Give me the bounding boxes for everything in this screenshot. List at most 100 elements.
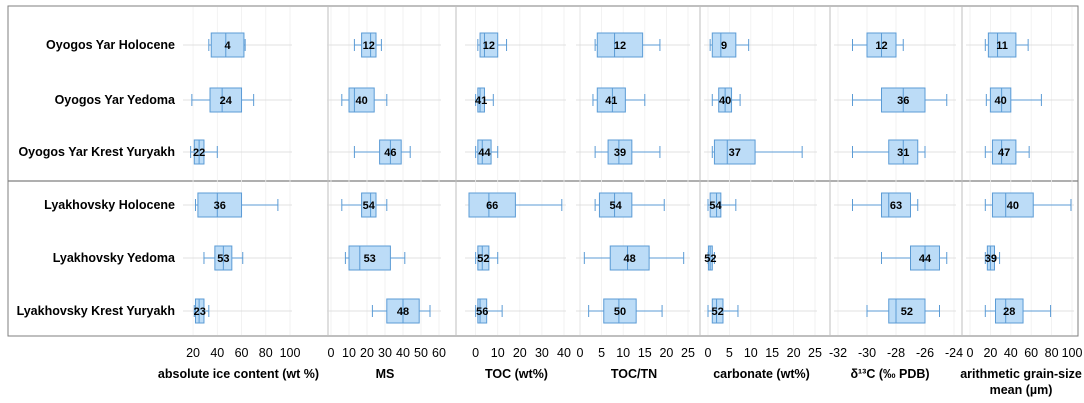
row-label: Lyakhovsky Holocene xyxy=(44,198,175,212)
box-plot-3: 31 xyxy=(852,139,926,165)
box-iqr xyxy=(348,245,391,271)
box-iqr xyxy=(603,298,637,324)
box-plot-2: 40 xyxy=(711,87,741,113)
x-axis-label: δ¹³C (‰ PDB) xyxy=(850,367,929,381)
panel-5: 9 40 37 54 52 52 0 5 10 15 20 25 carbonate (wt%) xyxy=(704,7,822,381)
tick-label: 20 xyxy=(787,346,801,360)
sample-count-label: 31 xyxy=(897,147,909,159)
box-plot-4: 66 xyxy=(468,192,563,218)
box-plot-4: 54 xyxy=(594,192,665,218)
sample-count-label: 28 xyxy=(1003,306,1015,318)
sample-count-label: 40 xyxy=(1007,200,1019,212)
tick-label: 50 xyxy=(414,346,428,360)
tick-label: 0 xyxy=(967,346,974,360)
tick-label: 10 xyxy=(616,346,630,360)
sample-count-label: 23 xyxy=(194,306,206,318)
tick-label: -28 xyxy=(887,346,905,360)
sample-count-label: 12 xyxy=(363,40,375,52)
row-label: Oyogos Yar Yedoma xyxy=(55,93,176,107)
sample-count-label: 47 xyxy=(998,147,1010,159)
box-plot-5: 52 xyxy=(475,245,499,271)
sample-count-label: 4 xyxy=(225,40,232,52)
box-plot-1: 9 xyxy=(709,32,750,58)
row-label: Oyogos Yar Krest Yuryakh xyxy=(18,145,175,159)
tick-label: 40 xyxy=(210,346,224,360)
box-iqr xyxy=(995,298,1024,324)
box-plot-2: 40 xyxy=(985,87,1042,113)
box-iqr xyxy=(477,298,488,324)
sample-count-label: 52 xyxy=(704,253,716,265)
box-plot-5: 53 xyxy=(344,245,406,271)
box-plot-2: 41 xyxy=(592,87,646,113)
box-plot-5: 52 xyxy=(704,245,716,271)
box-plot-6: 23 xyxy=(194,298,210,324)
tick-label: 30 xyxy=(535,346,549,360)
box-plot-6: 52 xyxy=(866,298,940,324)
sample-count-label: 40 xyxy=(355,95,367,107)
sample-count-label: 39 xyxy=(985,253,997,265)
sample-count-label: 40 xyxy=(994,95,1006,107)
figure-frame xyxy=(7,5,1079,337)
tick-label: 60 xyxy=(235,346,249,360)
sample-count-label: 41 xyxy=(605,95,617,107)
panel-6: 12 36 31 63 44 52 -32 -30 -28 -26 -24 δ¹³C (‰ PDB) xyxy=(829,7,963,381)
box-iqr xyxy=(468,192,516,218)
box-iqr xyxy=(711,298,724,324)
box-iqr xyxy=(991,139,1017,165)
tick-label: 20 xyxy=(659,346,673,360)
row-label: Oyogos Yar Holocene xyxy=(46,38,175,52)
box-plot-4: 63 xyxy=(852,192,919,218)
panel-3: 12 41 44 66 52 56 0 10 20 30 40 TOC (wt%) xyxy=(465,7,571,381)
box-iqr xyxy=(609,245,650,271)
sample-count-label: 39 xyxy=(614,147,626,159)
box-plot-2: 36 xyxy=(852,87,948,113)
panel-1: 4 24 22 36 53 23 20 40 60 80 100 absolute ice conte… xyxy=(158,7,319,381)
sample-count-label: 36 xyxy=(214,200,226,212)
tick-label: -32 xyxy=(829,346,847,360)
sample-count-label: 52 xyxy=(712,306,724,318)
sample-count-label: 54 xyxy=(709,200,722,212)
tick-label: 20 xyxy=(360,346,374,360)
box-iqr xyxy=(598,192,633,218)
tick-label: 0 xyxy=(705,346,712,360)
sample-count-label: 9 xyxy=(721,40,727,52)
tick-label: -26 xyxy=(916,346,934,360)
sample-count-label: 44 xyxy=(478,147,491,159)
sample-count-label: 44 xyxy=(919,253,932,265)
box-iqr xyxy=(713,139,756,165)
sample-count-label: 52 xyxy=(477,253,489,265)
x-axis-label: TOC/TN xyxy=(611,367,657,381)
box-iqr xyxy=(477,87,485,113)
sample-count-label: 41 xyxy=(475,95,487,107)
box-plot-6: 50 xyxy=(588,298,663,324)
tick-label: 0 xyxy=(472,346,479,360)
panel-2: 12 40 46 54 53 48 0 10 20 30 40 50 60 MS xyxy=(327,7,446,381)
sample-count-label: 54 xyxy=(610,200,623,212)
box-iqr xyxy=(986,245,995,271)
box-iqr xyxy=(194,298,205,324)
box-iqr xyxy=(991,192,1034,218)
tick-label: 40 xyxy=(1004,346,1018,360)
sample-count-label: 12 xyxy=(483,40,495,52)
tick-label: 80 xyxy=(259,346,273,360)
sample-count-label: 37 xyxy=(729,147,741,159)
box-plot-4: 36 xyxy=(194,192,279,218)
tick-label: 25 xyxy=(808,346,822,360)
box-plot-5: 44 xyxy=(881,245,948,271)
box-plot-6: 48 xyxy=(371,298,431,324)
tick-label: 0 xyxy=(577,346,584,360)
box-iqr xyxy=(989,87,1012,113)
tick-label: 20 xyxy=(513,346,527,360)
tick-label: 20 xyxy=(983,346,997,360)
sample-count-label: 12 xyxy=(614,40,626,52)
box-plot-1: 12 xyxy=(477,32,508,58)
box-plot-1: 12 xyxy=(852,32,904,58)
box-plot-6: 56 xyxy=(475,298,503,324)
box-plot-4: 54 xyxy=(341,192,388,218)
box-iqr xyxy=(477,139,492,165)
box-plot-1: 12 xyxy=(353,32,382,58)
box-plot-3: 46 xyxy=(353,139,411,165)
box-plot-2: 40 xyxy=(341,87,388,113)
